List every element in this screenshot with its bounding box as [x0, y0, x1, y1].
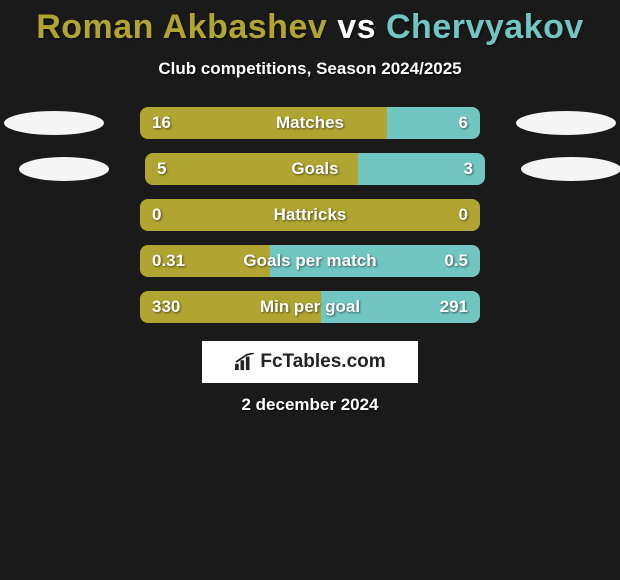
stat-bar: 0.31 0.5 Goals per match: [140, 245, 480, 277]
stat-row: 330 291 Min per goal: [0, 291, 620, 323]
stat-label: Min per goal: [260, 297, 360, 317]
stat-rows: 16 6 Matches 5 3 Goals 0 0 Hattricks 0.31 0.5 Goals…: [0, 107, 620, 323]
chart-icon: [234, 353, 256, 371]
stat-label: Matches: [276, 113, 344, 133]
stat-left-value: 16: [152, 113, 171, 133]
brand-text: FcTables.com: [260, 351, 385, 373]
stat-left-value: 0: [152, 205, 161, 225]
stat-row: 16 6 Matches: [0, 107, 620, 139]
stat-left-value: 5: [157, 159, 166, 179]
stat-right-value: 0: [459, 205, 468, 225]
stat-bar: 330 291 Min per goal: [140, 291, 480, 323]
stat-left-value: 330: [152, 297, 180, 317]
stat-left-value: 0.31: [152, 251, 185, 271]
page-title: Roman Akbashev vs Chervyakov: [0, 8, 620, 47]
title-player2: Chervyakov: [386, 8, 584, 46]
stat-label: Goals: [291, 159, 338, 179]
flag-left: [19, 157, 109, 181]
stat-row: 0 0 Hattricks: [0, 199, 620, 231]
stat-bar: 5 3 Goals: [145, 153, 485, 185]
stat-right-value: 0.5: [444, 251, 468, 271]
stat-row: 0.31 0.5 Goals per match: [0, 245, 620, 277]
stat-right-value: 6: [459, 113, 468, 133]
stat-label: Goals per match: [243, 251, 376, 271]
brand-box: FcTables.com: [202, 341, 418, 383]
flag-right: [516, 111, 616, 135]
stat-bar: 16 6 Matches: [140, 107, 480, 139]
stat-right-value: 3: [464, 159, 473, 179]
bar-left-fill: [140, 107, 387, 139]
stat-row: 5 3 Goals: [0, 153, 620, 185]
stat-label: Hattricks: [274, 205, 347, 225]
subtitle: Club competitions, Season 2024/2025: [0, 59, 620, 79]
title-vs: vs: [337, 8, 376, 46]
flag-right: [521, 157, 620, 181]
title-player1: Roman Akbashev: [36, 8, 327, 46]
stat-bar: 0 0 Hattricks: [140, 199, 480, 231]
stat-right-value: 291: [440, 297, 468, 317]
date-label: 2 december 2024: [0, 395, 620, 415]
flag-left: [4, 111, 104, 135]
comparison-container: Roman Akbashev vs Chervyakov Club compet…: [0, 0, 620, 415]
